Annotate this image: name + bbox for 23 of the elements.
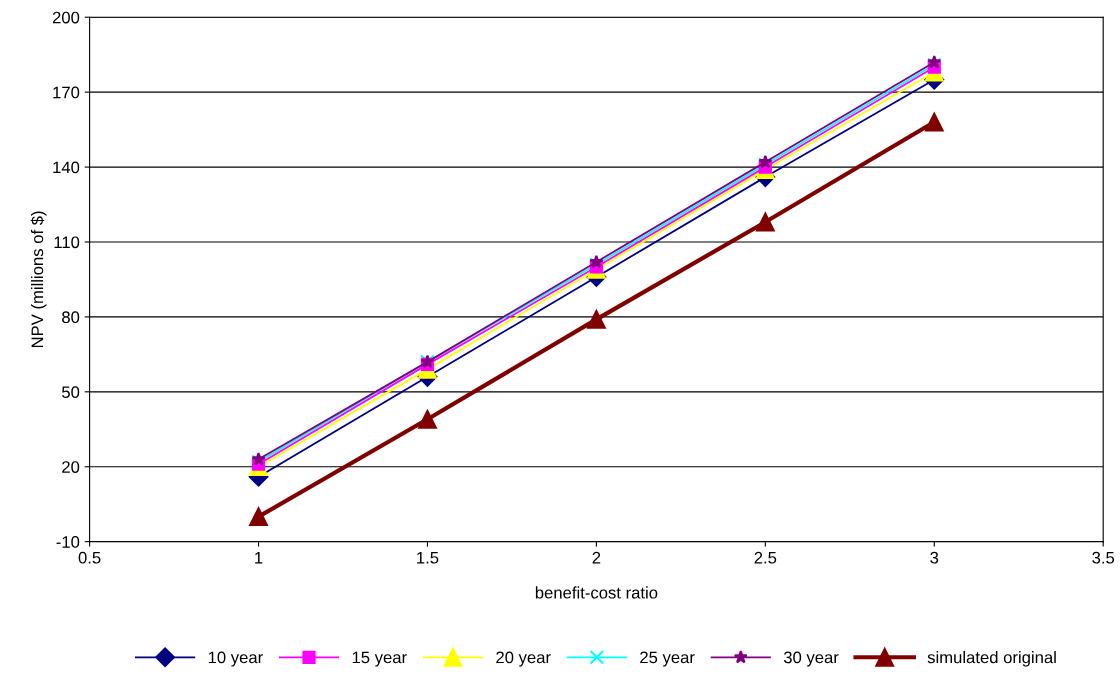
y-tick-label: 50: [62, 386, 80, 399]
x-tick-label: 1.5: [417, 551, 439, 564]
legend-label: 30 year: [783, 651, 839, 667]
x-tick-label: 1: [255, 551, 263, 564]
legend-label: simulated original: [927, 651, 1056, 667]
legend-label: 15 year: [352, 651, 407, 667]
x-tick-label: 3: [930, 551, 939, 564]
y-tick-label: 80: [62, 311, 80, 324]
legend-label: 25 year: [640, 651, 695, 667]
y-tick-label: 140: [53, 161, 80, 174]
y-tick-label: 170: [53, 86, 80, 99]
legend-label: 20 year: [496, 651, 551, 667]
y-tick-label: -10: [56, 536, 80, 548]
x-tick-label: 2.5: [754, 551, 777, 564]
x-tick-label: 3.5: [1092, 551, 1115, 564]
x-tick-label: 0.5: [78, 551, 101, 564]
x-axis-title: benefit-cost ratio: [535, 586, 658, 599]
legend-label: 10 year: [208, 651, 263, 667]
y-tick-label: 110: [54, 236, 80, 249]
x-tick-label: 2: [592, 551, 601, 564]
y-tick-label: 200: [52, 11, 80, 24]
y-tick-label: 20: [62, 461, 80, 473]
y-axis-title: NPV (millions of $): [30, 211, 47, 348]
